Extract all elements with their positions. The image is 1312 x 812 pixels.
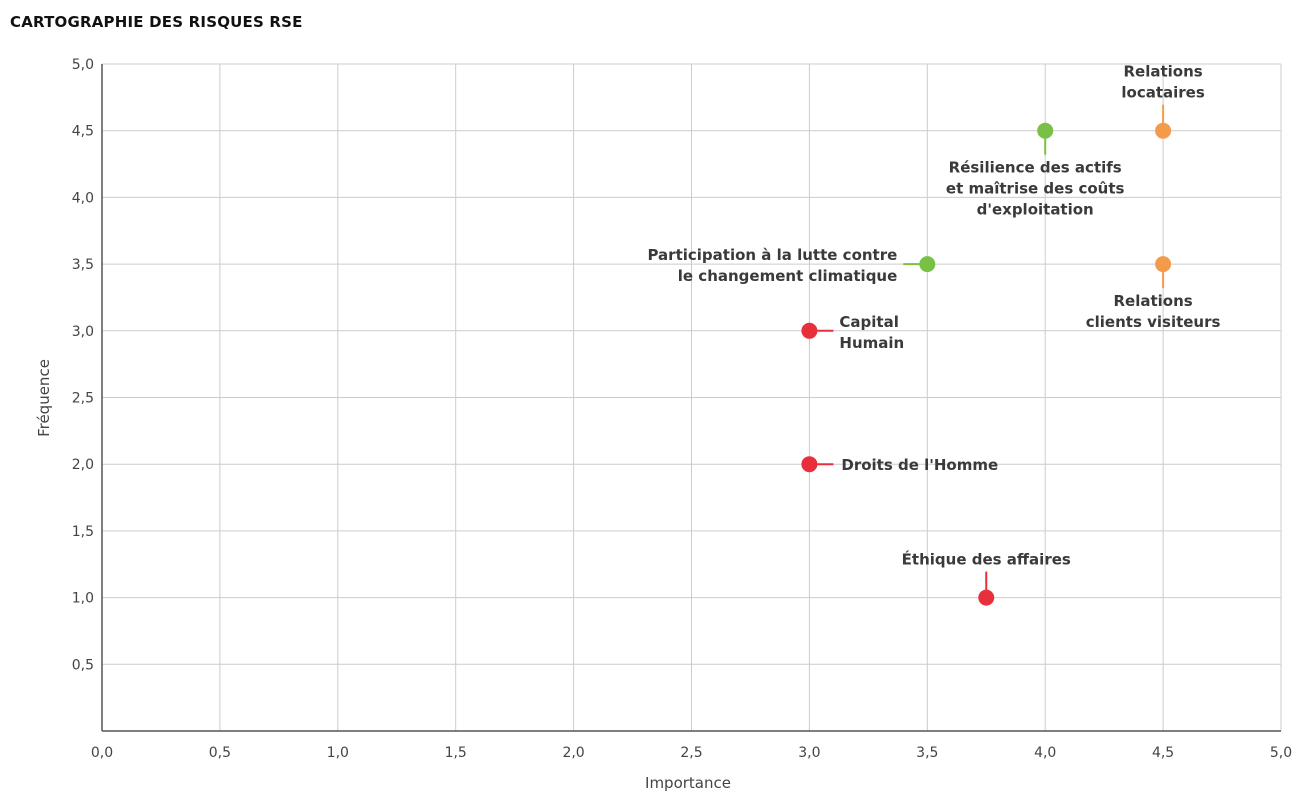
y-axis-label: Fréquence [35, 359, 53, 437]
x-tick-label: 3,0 [798, 745, 820, 761]
point-label-line: Éthique des affaires [902, 550, 1071, 569]
point-label-line: et maîtrise des coûts [946, 180, 1125, 198]
point-label-line: clients visiteurs [1086, 313, 1221, 331]
y-tick-label: 1,5 [72, 524, 94, 540]
point-label-line: Humain [839, 334, 904, 352]
point-label-line: Capital [839, 313, 898, 331]
data-point: Capital Humain [801, 313, 904, 352]
point-label: Participation à la lutte contre le change… [647, 246, 897, 285]
point-label-line: Participation à la lutte contre [647, 246, 897, 264]
point-marker [1155, 122, 1172, 139]
point-label-line: Résilience des actifs [949, 159, 1122, 177]
y-tick-label: 5,0 [72, 57, 94, 73]
data-point: Relations locataires [1121, 63, 1205, 139]
point-label: Résilience des actifs et maîtrise des coû… [946, 159, 1125, 219]
point-marker [1037, 122, 1054, 139]
x-tick-label: 4,0 [1034, 745, 1056, 761]
point-label-line: Relations [1123, 63, 1202, 81]
point-label-line: le changement climatique [678, 267, 898, 285]
axes [101, 64, 1281, 732]
point-marker [919, 256, 936, 273]
chart-title: CARTOGRAPHIE DES RISQUES RSE [10, 13, 303, 31]
x-tick-label: 5,0 [1270, 745, 1292, 761]
point-label-line: d'exploitation [977, 201, 1094, 219]
grid-lines [102, 63, 1282, 731]
y-tick-label: 4,5 [72, 124, 94, 140]
y-tick-labels: 0,5 1,0 1,5 2,0 2,5 3,0 3,5 4,0 4,5 5,0 [72, 57, 94, 673]
data-point: Relations clients visiteurs [1086, 256, 1221, 331]
x-tick-label: 0,0 [91, 745, 113, 761]
x-tick-label: 2,0 [562, 745, 584, 761]
x-tick-label: 1,0 [327, 745, 349, 761]
point-label-line: Relations [1113, 292, 1192, 310]
point-label: Relations locataires [1121, 63, 1204, 102]
data-points: Relations locataires Résilience des actifs… [647, 63, 1221, 606]
x-tick-label: 3,5 [916, 745, 938, 761]
point-label: Capital Humain [839, 313, 904, 352]
point-marker [801, 456, 818, 473]
data-point: Participation à la lutte contre le change… [647, 246, 936, 285]
x-tick-label: 2,5 [680, 745, 702, 761]
x-tick-label: 0,5 [209, 745, 231, 761]
point-label: Éthique des affaires [902, 550, 1071, 569]
y-tick-label: 3,5 [72, 257, 94, 273]
y-tick-label: 0,5 [72, 657, 94, 673]
x-axis-label: Importance [645, 774, 731, 792]
x-tick-label: 4,5 [1152, 745, 1174, 761]
point-label: Droits de l'Homme [841, 456, 998, 474]
point-marker [801, 322, 818, 339]
point-label: Relations clients visiteurs [1086, 292, 1221, 331]
data-point: Résilience des actifs et maîtrise des coû… [946, 122, 1125, 219]
x-tick-labels: 0,0 0,5 1,0 1,5 2,0 2,5 3,0 3,5 4,0 4,5 5,0 [91, 745, 1292, 761]
y-tick-label: 1,0 [72, 591, 94, 607]
point-label-line: Droits de l'Homme [841, 456, 998, 474]
y-tick-label: 4,0 [72, 190, 94, 206]
y-tick-label: 2,5 [72, 391, 94, 407]
data-point: Éthique des affaires [902, 550, 1071, 606]
y-tick-label: 3,0 [72, 324, 94, 340]
x-tick-label: 1,5 [445, 745, 467, 761]
point-label-line: locataires [1121, 84, 1204, 102]
y-tick-label: 2,0 [72, 457, 94, 473]
point-marker [1155, 256, 1172, 273]
point-marker [978, 589, 995, 606]
data-point: Droits de l'Homme [801, 456, 998, 474]
